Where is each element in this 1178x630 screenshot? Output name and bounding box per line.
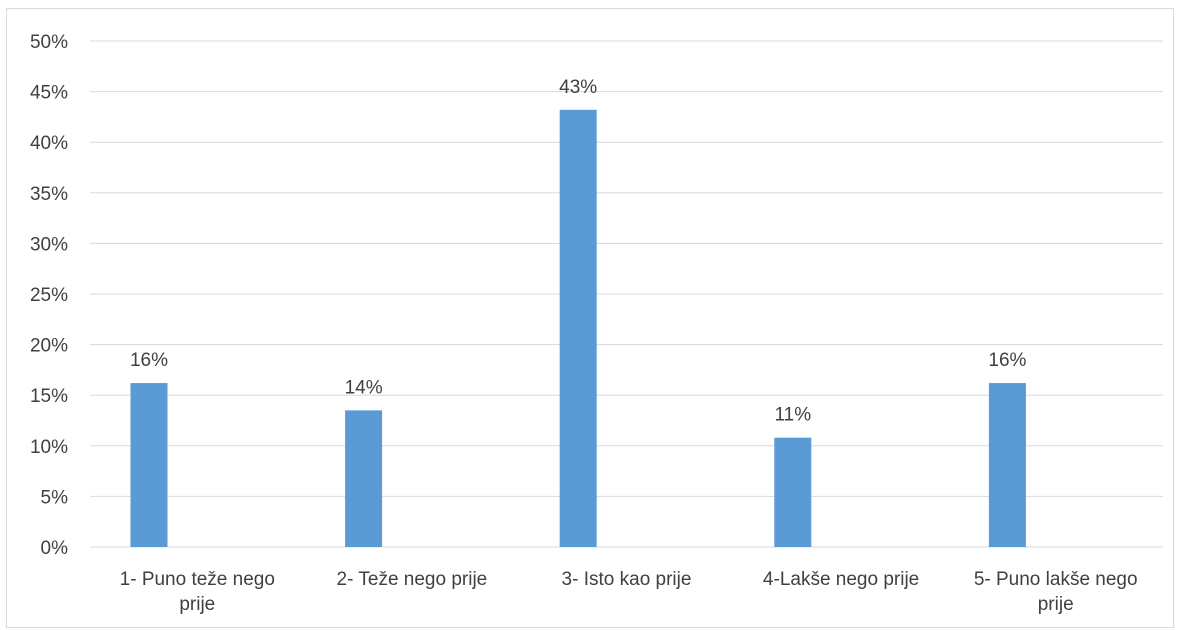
bar xyxy=(345,410,383,547)
y-tick-label: 45% xyxy=(30,83,68,104)
y-tick-label: 40% xyxy=(30,133,68,154)
x-tick-label: 2- Teže nego prije xyxy=(337,569,488,590)
y-tick-label: 10% xyxy=(30,437,68,458)
y-tick-label: 0% xyxy=(41,538,69,559)
data-label: 11% xyxy=(774,405,811,426)
bar xyxy=(988,383,1026,547)
y-tick-label: 35% xyxy=(30,184,68,205)
data-label: 16% xyxy=(988,350,1026,371)
bar xyxy=(130,383,168,547)
data-label: 16% xyxy=(130,350,168,371)
x-tick-label: 5- Puno lakše nego prije xyxy=(974,569,1138,615)
y-tick-label: 30% xyxy=(30,234,68,255)
bar xyxy=(559,109,597,547)
bar xyxy=(774,437,812,547)
y-tick-label: 5% xyxy=(41,487,69,508)
x-tick-label: 4-Lakše nego prije xyxy=(763,569,919,590)
data-label: 14% xyxy=(345,377,383,398)
y-tick-label: 15% xyxy=(30,386,68,407)
y-tick-label: 50% xyxy=(30,32,68,53)
x-tick-label: 1- Puno teže nego prije xyxy=(120,569,275,615)
data-label: 43% xyxy=(559,77,597,98)
y-tick-label: 25% xyxy=(30,285,68,306)
y-tick-label: 20% xyxy=(30,336,68,357)
x-tick-label: 3- Isto kao prije xyxy=(562,569,692,590)
